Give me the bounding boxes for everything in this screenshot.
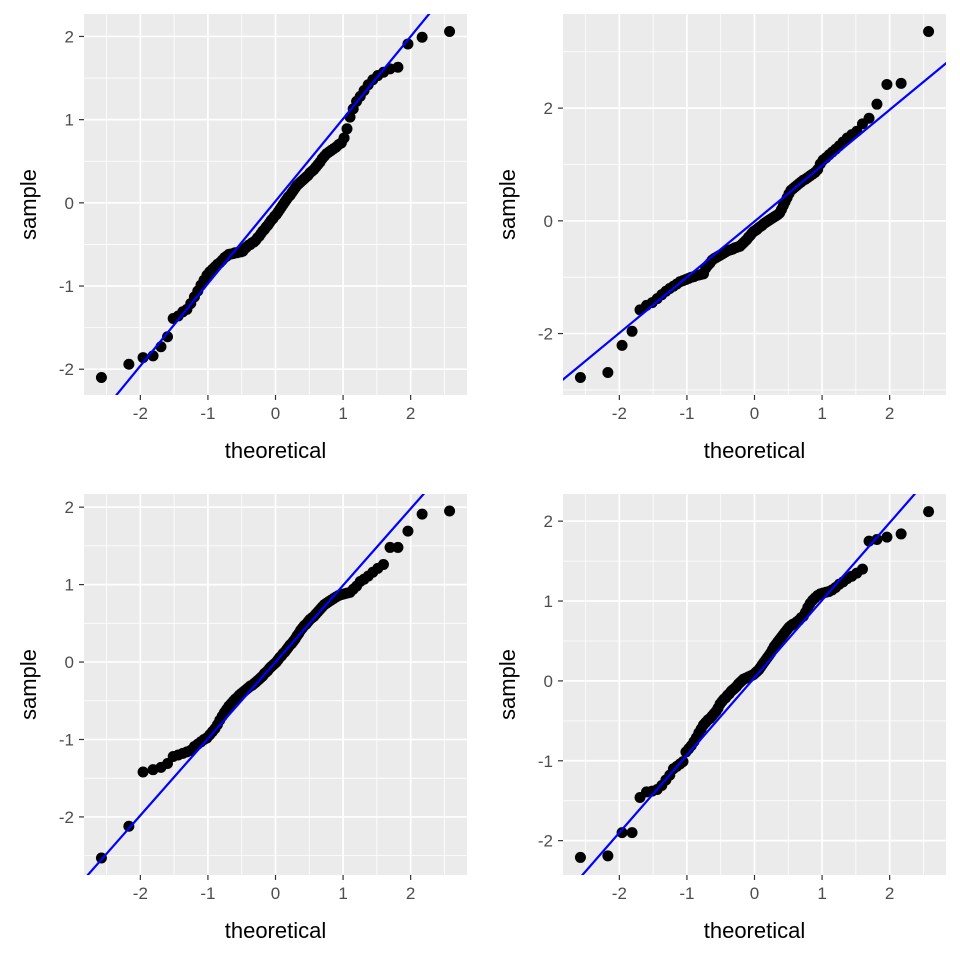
x-tick-label: 2 <box>406 884 415 903</box>
qq-panel-4: -2 -1 0 1 2 -2 -1 0 1 2 theoretical sample <box>495 494 946 943</box>
y-tick-label: 2 <box>65 27 74 46</box>
data-point <box>95 372 107 384</box>
x-tick-label: -1 <box>679 404 694 423</box>
y-tick-label: 2 <box>65 498 74 517</box>
data-point <box>162 331 174 343</box>
data-point <box>137 766 149 778</box>
data-point <box>402 525 414 537</box>
x-tick-label: 0 <box>271 884 280 903</box>
x-tick-label: -1 <box>200 404 215 423</box>
x-tick-label: 1 <box>817 404 826 423</box>
data-point <box>616 339 628 351</box>
x-tick-label: 2 <box>885 884 894 903</box>
data-point <box>626 827 638 839</box>
x-tick-label: 1 <box>817 884 826 903</box>
y-tick-label: -2 <box>59 808 74 827</box>
qq-reference-line <box>86 494 426 875</box>
y-tick-label: -2 <box>59 360 74 379</box>
data-point <box>416 31 428 43</box>
data-point <box>574 851 586 863</box>
data-point <box>871 534 883 546</box>
y-tick-label: 0 <box>65 194 74 213</box>
data-point <box>123 358 135 370</box>
y-tick-label: -1 <box>59 277 74 296</box>
x-tick-label: 2 <box>406 404 415 423</box>
y-tick-label: 1 <box>65 111 74 130</box>
data-point <box>895 528 907 540</box>
data-point <box>856 563 868 575</box>
y-tick-label: 1 <box>544 592 553 611</box>
y-tick-label: -2 <box>538 832 553 851</box>
y-tick-label: -1 <box>59 730 74 749</box>
x-tick-label: -2 <box>612 884 627 903</box>
data-point <box>392 541 404 553</box>
data-point <box>341 123 353 135</box>
data-point <box>863 112 875 124</box>
x-axis-title: theoretical <box>225 438 327 463</box>
data-point <box>377 558 389 570</box>
x-tick-label: 1 <box>338 884 347 903</box>
data-point <box>602 850 614 862</box>
x-tick-label: -2 <box>612 404 627 423</box>
y-axis-title: sample <box>16 169 41 240</box>
y-axis-title: sample <box>16 649 41 720</box>
x-tick-label: 0 <box>750 404 759 423</box>
qq-reference-line <box>580 494 917 875</box>
y-tick-label: -2 <box>538 325 553 344</box>
data-point <box>402 38 414 50</box>
x-tick-label: 2 <box>885 404 894 423</box>
data-point <box>616 827 628 839</box>
data-point <box>392 61 404 73</box>
x-axis-title: theoretical <box>704 918 806 943</box>
points-layer <box>95 25 456 384</box>
y-tick-label: 1 <box>65 576 74 595</box>
data-point <box>871 98 883 110</box>
data-point <box>444 505 456 517</box>
data-point <box>881 78 893 90</box>
data-point <box>444 25 456 37</box>
data-point <box>123 820 135 832</box>
y-tick-label: 2 <box>544 512 553 531</box>
y-tick-label: 0 <box>65 653 74 672</box>
data-point <box>895 77 907 89</box>
y-axis-title: sample <box>495 649 520 720</box>
x-tick-label: -1 <box>200 884 215 903</box>
x-tick-label: -1 <box>679 884 694 903</box>
data-point <box>574 372 586 384</box>
data-point <box>881 531 893 543</box>
qq-panel-3: -2 -1 0 1 2 -2 -1 0 1 2 theoretical sample <box>16 494 467 943</box>
y-tick-label: 2 <box>544 99 553 118</box>
data-point <box>384 541 396 553</box>
x-axis-title: theoretical <box>704 438 806 463</box>
x-axis-title: theoretical <box>225 918 327 943</box>
data-point <box>416 508 428 520</box>
data-point <box>923 506 935 518</box>
x-tick-label: 1 <box>338 404 347 423</box>
y-tick-label: 0 <box>544 212 553 231</box>
y-tick-label: -1 <box>538 752 553 771</box>
y-axis-title: sample <box>495 169 520 240</box>
x-tick-label: -2 <box>133 404 148 423</box>
qq-reference-line <box>563 61 946 381</box>
data-point <box>923 25 935 37</box>
data-point <box>602 366 614 378</box>
qq-panel-1: -2 -1 0 1 2 -2 -1 0 1 2 theoretical sample <box>16 14 467 463</box>
x-tick-label: 0 <box>271 404 280 423</box>
x-tick-label: -2 <box>133 884 148 903</box>
x-tick-label: 0 <box>750 884 759 903</box>
qq-reference-line <box>115 14 431 395</box>
data-point <box>626 325 638 337</box>
qq-panel-2: -2 -1 0 1 2 -2 0 2 theoretical sample <box>495 14 946 463</box>
y-tick-label: 0 <box>544 672 553 691</box>
data-point <box>338 132 350 144</box>
